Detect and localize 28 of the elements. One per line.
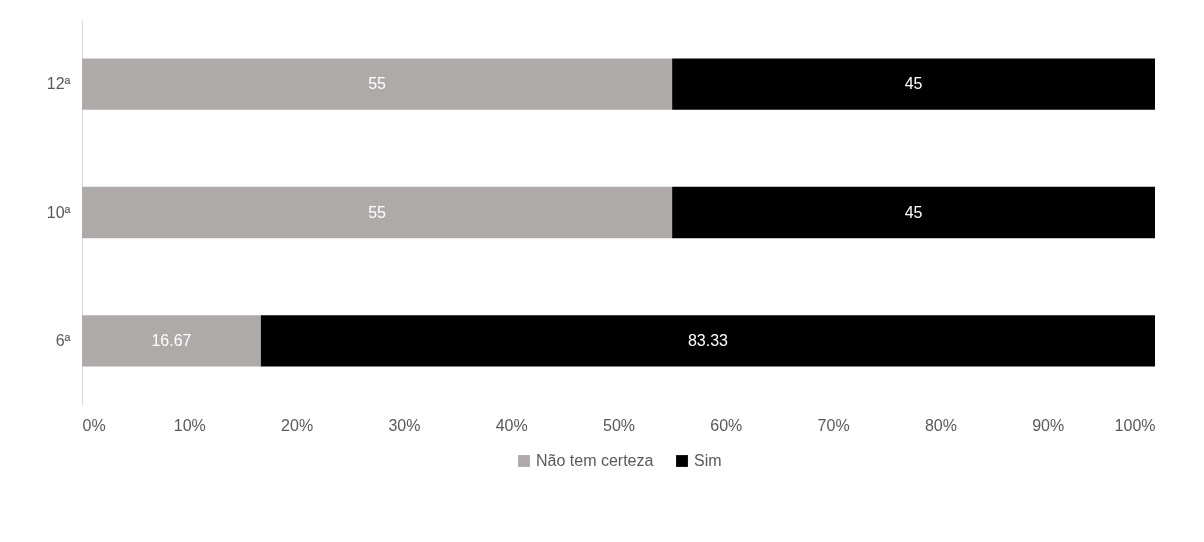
x-tick-label: 80% (924, 416, 957, 434)
x-tick-label: 30% (388, 416, 421, 434)
data-label: 55 (368, 75, 387, 93)
bar (672, 58, 1155, 110)
bar (82, 58, 673, 110)
data-label: 45 (904, 75, 923, 93)
y-tick-label: 6ª (55, 331, 71, 349)
bar (82, 186, 673, 239)
x-tick-label: 50% (602, 416, 636, 434)
x-tick-label: 40% (495, 416, 528, 434)
x-tick-label: 100% (1114, 416, 1156, 434)
x-tick-label: 60% (710, 416, 743, 434)
data-label: 16.67 (151, 331, 192, 349)
x-tick-label: 90% (1032, 416, 1065, 434)
y-tick-label: 12ª (46, 75, 71, 93)
x-tick-label: 20% (281, 416, 314, 434)
y-tick-label: 10ª (46, 203, 71, 221)
legend-label: Sim (694, 452, 722, 469)
data-label: 83.33 (687, 331, 729, 349)
x-tick-label: 70% (817, 416, 850, 434)
bar (82, 315, 261, 367)
bar (260, 315, 1155, 367)
data-label: 45 (904, 203, 923, 221)
bar (672, 186, 1155, 239)
x-tick-label: 0% (82, 416, 106, 434)
legend-label: Não tem certeza (536, 452, 654, 469)
data-label: 55 (368, 203, 387, 221)
x-tick-label: 10% (173, 416, 206, 434)
